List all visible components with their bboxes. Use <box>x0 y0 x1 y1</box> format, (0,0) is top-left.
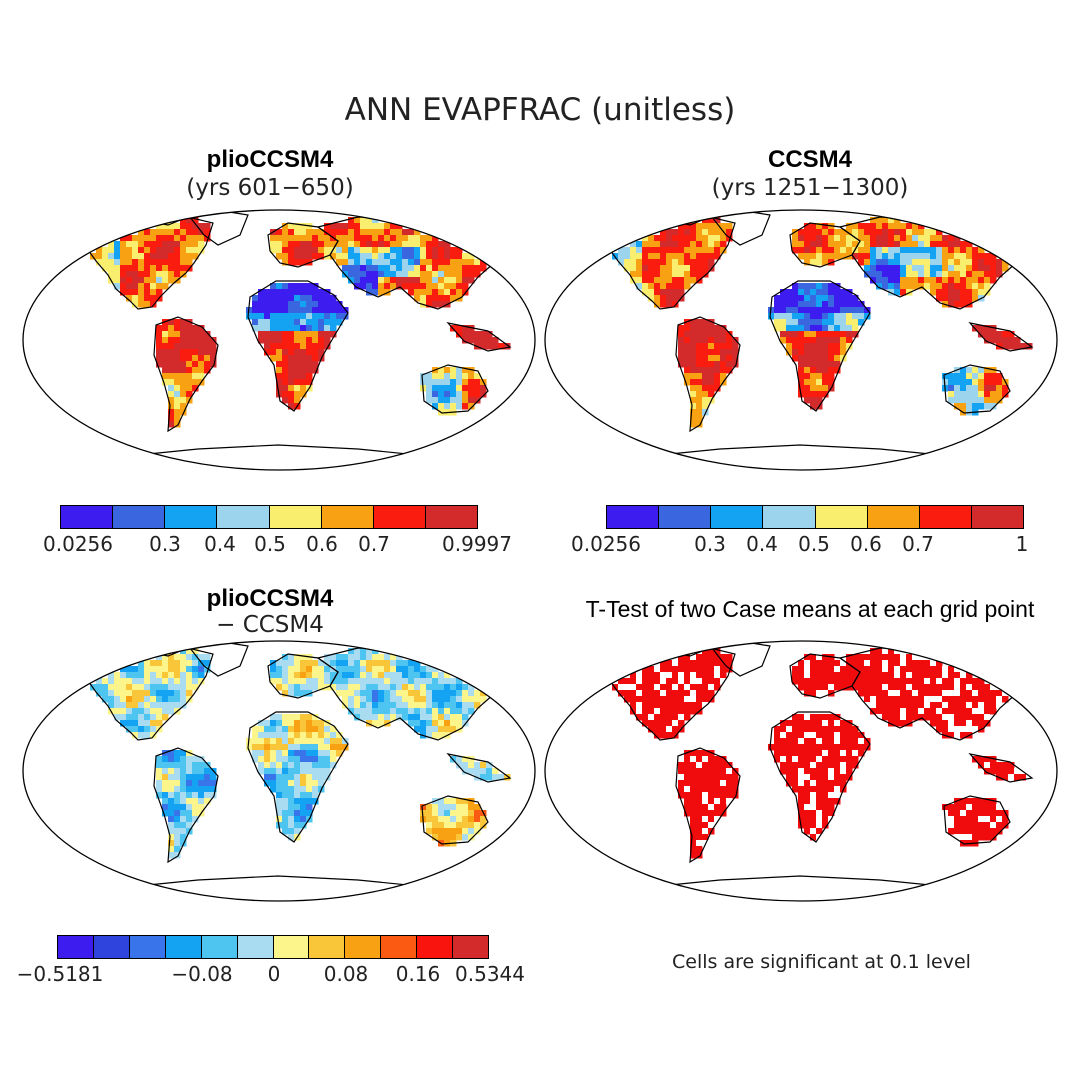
map-border <box>544 209 1058 471</box>
colorbar-swatch <box>659 506 712 528</box>
colorbar-swatch <box>425 506 477 528</box>
colorbar-tick-label: 0.6 <box>306 532 338 556</box>
colorbar-swatch <box>867 506 920 528</box>
colorbar-swatch <box>815 506 868 528</box>
colorbar-tick-label: 0.7 <box>902 532 934 556</box>
colorbar-swatch <box>201 936 238 958</box>
colorbar-swatch <box>453 936 489 958</box>
panel-diff-subtitle: − CCSM4 <box>216 612 324 638</box>
colorbar-tick-label: 0.16 <box>395 962 441 986</box>
colorbar-tick-label: 0.3 <box>694 532 726 556</box>
colorbar-tick-label: −0.5181 <box>16 962 104 986</box>
colorbar-plio <box>60 505 478 529</box>
map-ttest <box>544 640 1058 902</box>
colorbar-swatch <box>373 506 426 528</box>
map-plio <box>22 209 536 471</box>
colorbar-tick-label: 1 <box>1015 532 1029 556</box>
colorbar-swatch <box>113 506 166 528</box>
colorbar-tick-label: −0.08 <box>171 962 233 986</box>
map-cells <box>90 217 511 428</box>
panel-ttest-title: T-Test of two Case means at each grid po… <box>585 596 1035 622</box>
colorbar-tick-label: 0.08 <box>323 962 369 986</box>
colorbar-swatch <box>381 936 418 958</box>
map-border <box>544 640 1058 902</box>
colorbar-swatch <box>165 506 218 528</box>
colorbar-swatch <box>165 936 202 958</box>
panel-plio-subtitle: (yrs 601−650) <box>186 175 354 201</box>
panel-ccsm-title: CCSM4 <box>767 146 852 173</box>
colorbar-tick-label: 0.6 <box>850 532 882 556</box>
colorbar-swatch <box>237 936 274 958</box>
colorbar-swatch <box>971 506 1023 528</box>
colorbar-swatch <box>129 936 166 958</box>
significance-note: Cells are significant at 0.1 level <box>672 951 971 973</box>
colorbar-swatch <box>711 506 764 528</box>
panel-plio-title: plioCCSM4 <box>206 146 334 173</box>
colorbar-tick-label: 0.0256 <box>43 532 113 556</box>
colorbar-tick-label: 0 <box>267 962 281 986</box>
colorbar-tick-label: 0.4 <box>746 532 778 556</box>
map-cells <box>612 217 1033 428</box>
map-cells <box>612 648 1033 859</box>
colorbar-swatch <box>321 506 374 528</box>
colorbar-tick-label: 0.7 <box>358 532 390 556</box>
colorbar-swatch <box>345 936 382 958</box>
colorbar-tick-label: 0.5 <box>798 532 830 556</box>
map-border <box>22 209 536 471</box>
colorbar-tick-label: 0.0256 <box>571 532 641 556</box>
colorbar-swatch <box>217 506 270 528</box>
colorbar-swatch <box>93 936 130 958</box>
colorbar-tick-label: 0.5344 <box>455 962 525 986</box>
colorbar-swatch <box>607 506 660 528</box>
map-ccsm <box>544 209 1058 471</box>
colorbar-swatch <box>61 506 114 528</box>
colorbar-swatch <box>58 936 94 958</box>
colorbar-swatch <box>273 936 310 958</box>
colorbar-ccsm <box>606 505 1024 529</box>
colorbar-swatch <box>417 936 454 958</box>
map-cells <box>90 648 511 859</box>
colorbar-tick-label: 0.5 <box>254 532 286 556</box>
figure-title: ANN EVAPFRAC (unitless) <box>344 92 736 128</box>
colorbar-diff <box>57 935 489 959</box>
colorbar-tick-label: 0.3 <box>149 532 181 556</box>
colorbar-swatch <box>309 936 346 958</box>
colorbar-swatch <box>763 506 816 528</box>
map-border <box>22 640 536 902</box>
panel-diff-title: plioCCSM4 <box>206 585 334 612</box>
colorbar-swatch <box>919 506 972 528</box>
map-diff <box>22 640 536 902</box>
colorbar-tick-label: 0.9997 <box>442 532 512 556</box>
colorbar-swatch <box>269 506 322 528</box>
colorbar-tick-label: 0.4 <box>204 532 236 556</box>
panel-ccsm-subtitle: (yrs 1251−1300) <box>711 175 909 201</box>
